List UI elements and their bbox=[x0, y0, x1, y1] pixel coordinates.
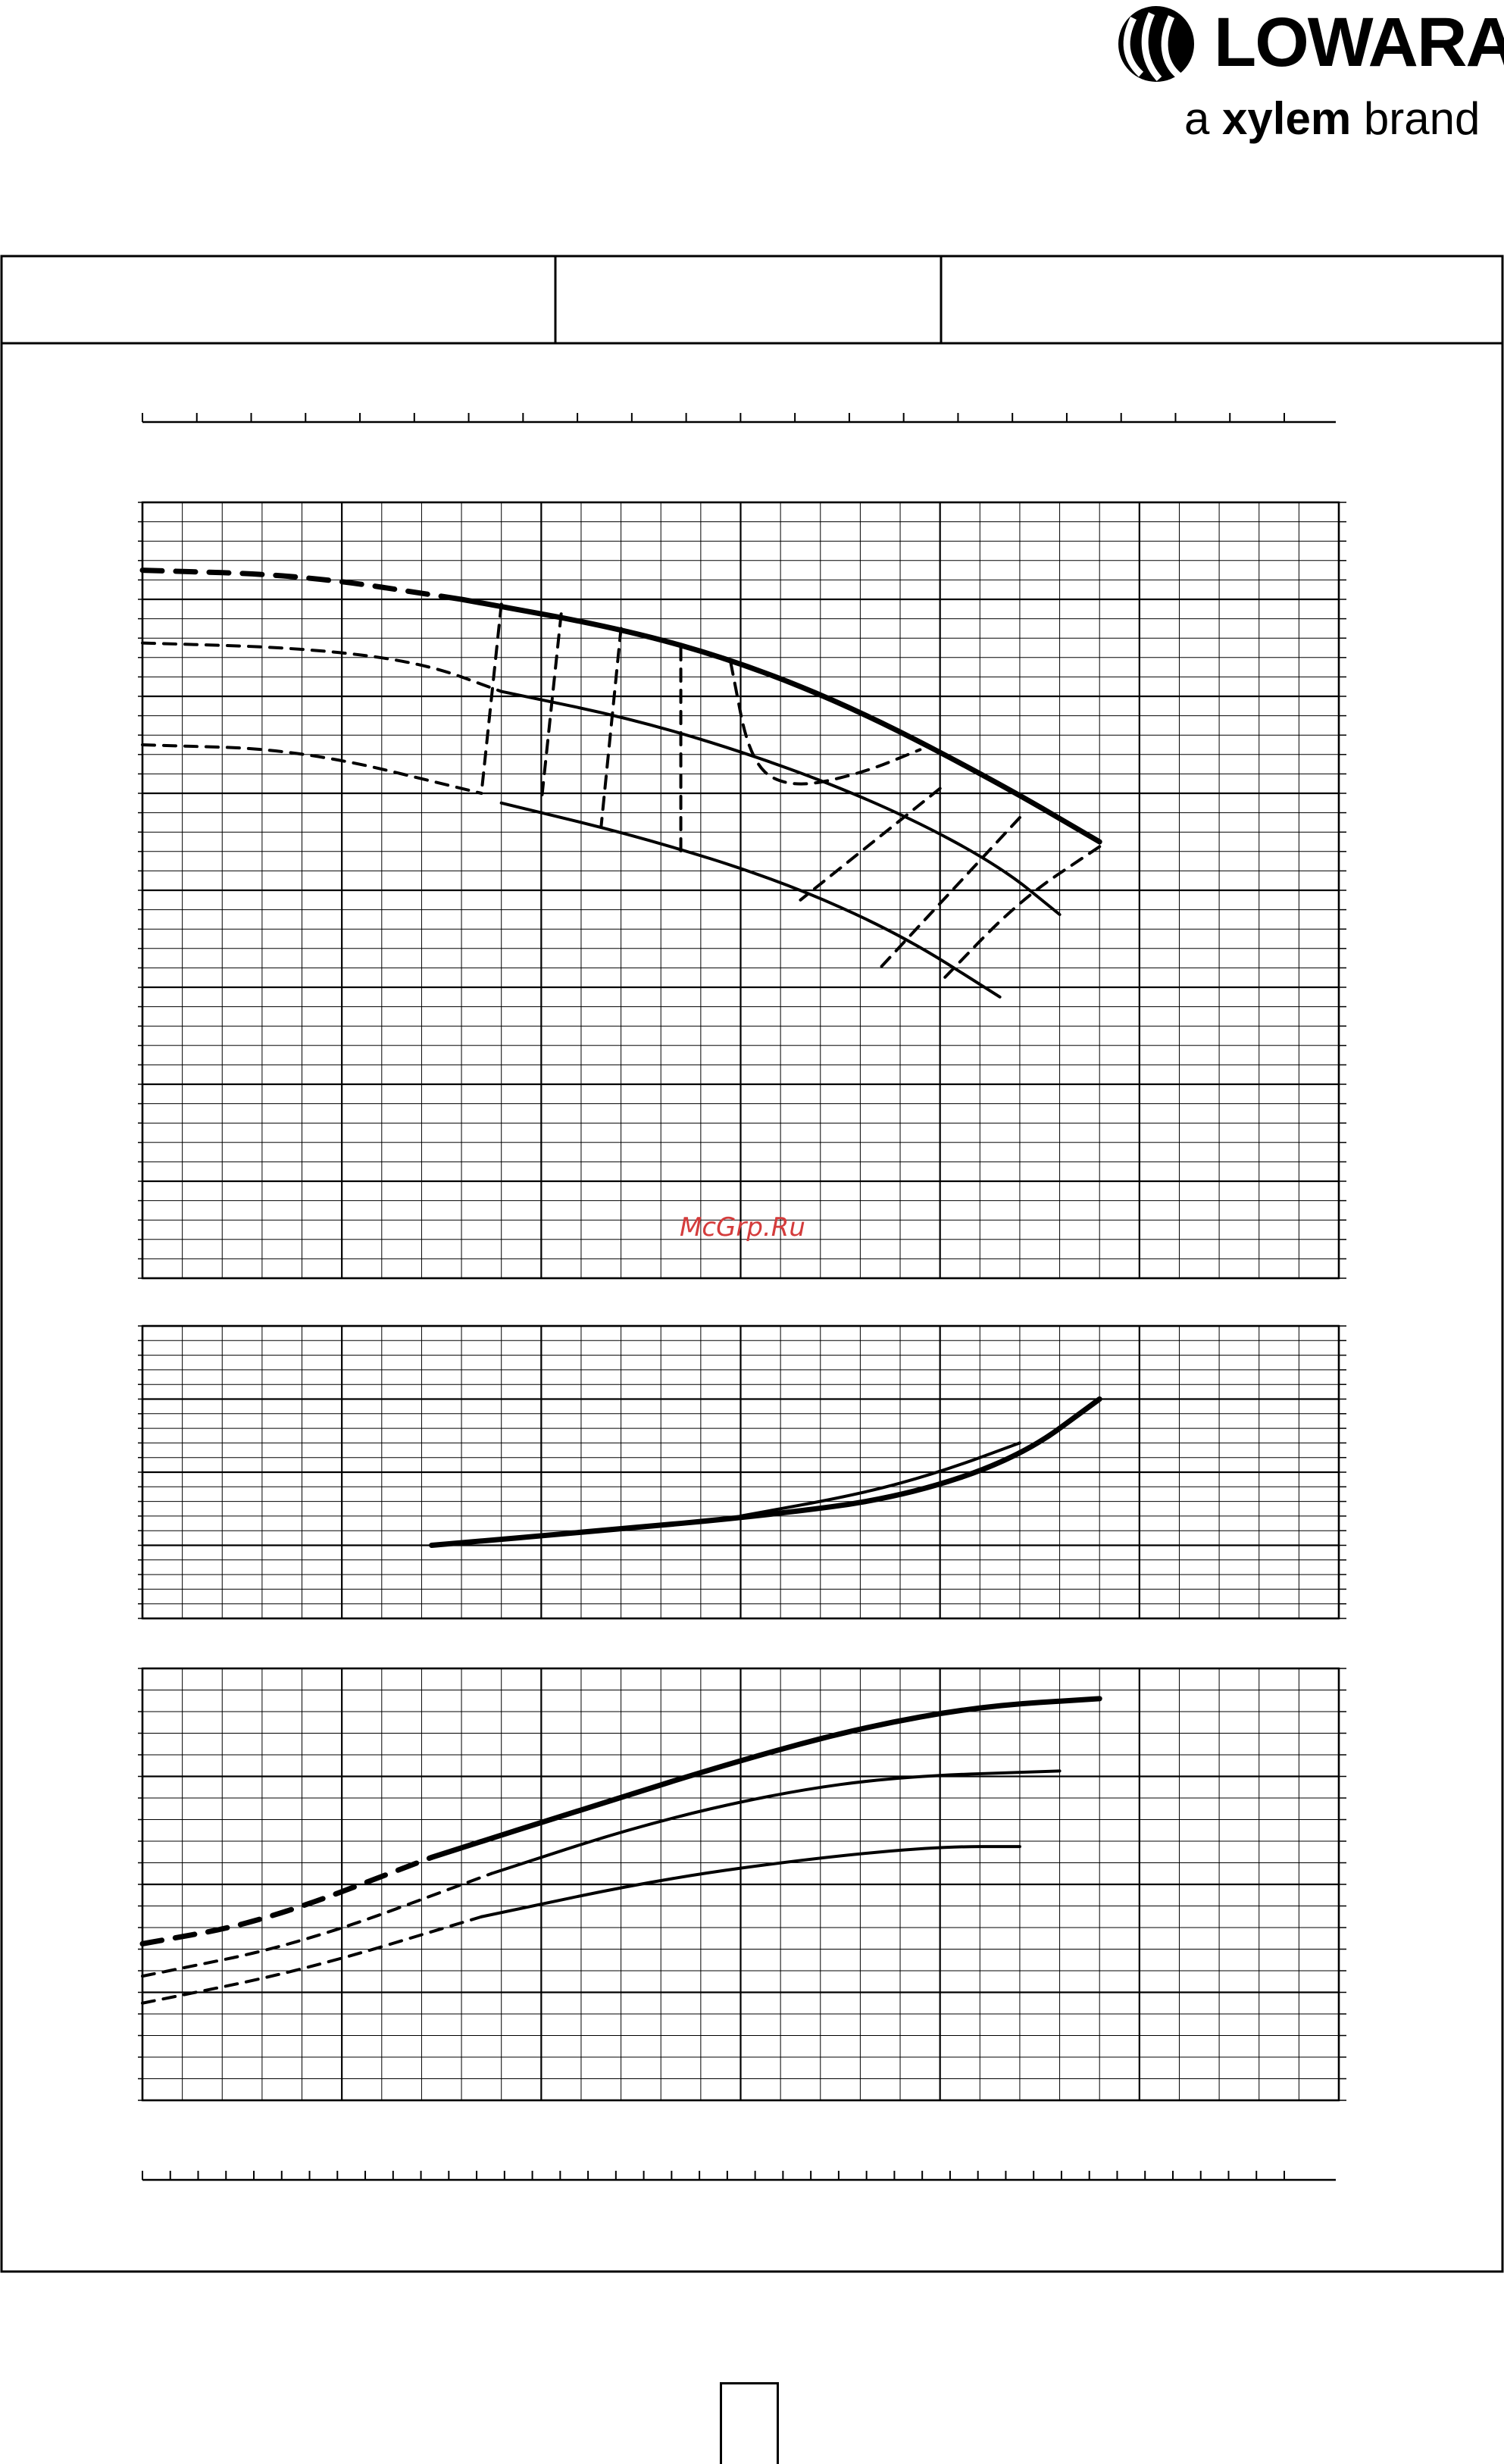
head-series-3 bbox=[141, 641, 503, 693]
brand-name: LOWARA bbox=[1214, 4, 1504, 81]
head-series-5 bbox=[141, 743, 483, 795]
power-series-1 bbox=[739, 1441, 1021, 1518]
sheet-frame bbox=[0, 255, 1504, 2273]
grid bbox=[138, 1324, 1346, 1620]
lowara-logo: LOWARA a xylem brand bbox=[1106, 0, 1504, 159]
head-series-13 bbox=[938, 845, 1102, 984]
bottom-axis-scale bbox=[142, 2171, 1336, 2181]
panel-border bbox=[141, 501, 1340, 1280]
tagline-suffix: brand bbox=[1363, 93, 1481, 144]
efficiency-series-3 bbox=[141, 1871, 493, 1978]
efficiency-series-0 bbox=[429, 1696, 1102, 1860]
grid bbox=[138, 1667, 1346, 2102]
power-series-0 bbox=[429, 1396, 1102, 1548]
page-number-box bbox=[720, 2382, 779, 2464]
head-series-2 bbox=[499, 689, 1062, 916]
head-series-8 bbox=[599, 627, 623, 829]
tagline-brand: xylem bbox=[1222, 93, 1352, 144]
efficiency-series-1 bbox=[139, 1854, 435, 1946]
panel-border bbox=[141, 1324, 1340, 1620]
efficiency-curve-panel bbox=[138, 1667, 1346, 2102]
grid bbox=[138, 501, 1346, 1280]
brand-tagline: a xylem brand bbox=[1184, 92, 1480, 145]
head-series-4 bbox=[499, 801, 1002, 999]
efficiency-series-5 bbox=[141, 1915, 483, 2005]
watermark: McGrp.Ru bbox=[680, 1212, 805, 1243]
head-series-0 bbox=[458, 596, 1102, 845]
head-series-7 bbox=[539, 612, 563, 805]
head-series-6 bbox=[480, 602, 503, 795]
tagline-prefix: a bbox=[1184, 93, 1210, 144]
efficiency-series-2 bbox=[489, 1769, 1062, 1875]
panel-border bbox=[141, 1667, 1340, 2102]
efficiency-series-4 bbox=[480, 1845, 1021, 1918]
header-table bbox=[2, 256, 1502, 345]
head-series-10 bbox=[729, 661, 922, 786]
head-curve-panel bbox=[138, 501, 1346, 1280]
water-drop-icon bbox=[1118, 6, 1194, 82]
head-series-11 bbox=[799, 786, 942, 902]
head-series-12 bbox=[878, 816, 1021, 970]
top-axis-scale bbox=[142, 413, 1336, 424]
power-curve-panel bbox=[138, 1324, 1346, 1620]
